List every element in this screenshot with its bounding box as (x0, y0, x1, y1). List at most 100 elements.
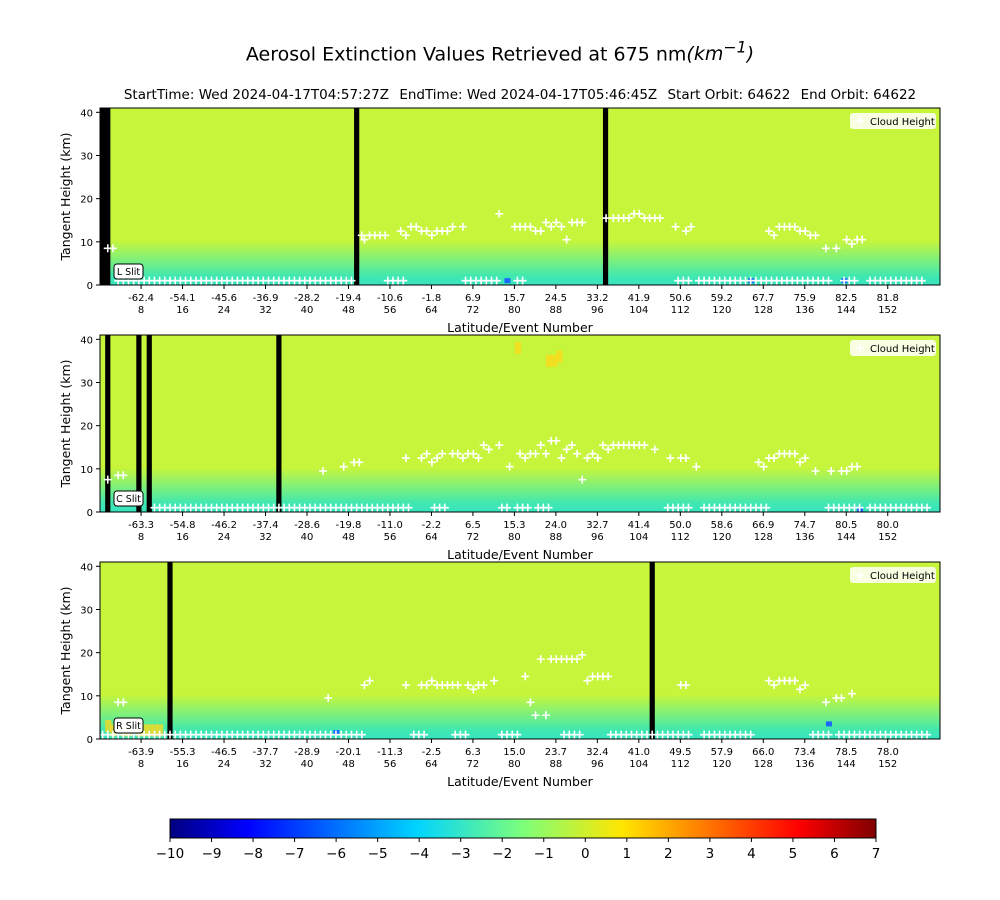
y-tick-label: 10 (80, 692, 93, 703)
cloud-marker-low (746, 730, 755, 739)
x-tick-event: 16 (176, 305, 189, 316)
x-tick-latitude: 78.5 (835, 747, 857, 758)
warm-cell (141, 724, 148, 737)
low-value-cell (825, 721, 832, 727)
x-tick-latitude: 66.0 (752, 747, 774, 758)
x-tick-latitude: -46.2 (211, 520, 237, 531)
cloud-marker (536, 441, 545, 450)
x-tick-latitude: 73.4 (794, 747, 816, 758)
cloud-marker-low (420, 730, 429, 739)
x-tick-latitude: 57.9 (711, 747, 733, 758)
end-time: EndTime: Wed 2024-04-17T05:46:45Z (399, 87, 658, 103)
heatmap-field (100, 562, 940, 739)
x-tick-event: 72 (467, 759, 480, 770)
cloud-marker (796, 685, 804, 694)
cloud-marker (801, 227, 810, 236)
cloud-marker (505, 462, 514, 471)
missing-data-bar (146, 335, 152, 512)
cloud-marker (578, 650, 587, 659)
warm-cell (110, 724, 117, 737)
x-tick-latitude: -11.0 (377, 520, 403, 531)
cloud-marker (355, 458, 364, 467)
x-tick-latitude: 6.5 (465, 520, 481, 531)
x-tick-event: 120 (712, 759, 731, 770)
cloud-marker (562, 235, 571, 244)
cloud-marker-low (399, 276, 408, 285)
cloud-marker-low (762, 503, 771, 512)
cloud-marker (427, 231, 436, 240)
colorbar-tick-label: 3 (706, 846, 715, 862)
x-tick-event: 136 (795, 305, 814, 316)
cloud-marker (324, 693, 333, 702)
x-tick-event: 152 (878, 759, 897, 770)
x-tick-event: 48 (342, 532, 355, 543)
cloud-marker (790, 676, 799, 685)
x-tick-latitude: 15.3 (503, 520, 525, 531)
cloud-marker (588, 449, 597, 458)
cloud-marker (401, 231, 410, 240)
end-orbit: End Orbit: 64622 (800, 87, 917, 103)
cloud-marker (583, 454, 592, 463)
cloud-marker (790, 222, 799, 231)
cloud-marker-low (923, 503, 932, 512)
x-tick-latitude: -1.8 (422, 293, 442, 304)
start-orbit: Start Orbit: 64622 (667, 87, 791, 103)
missing-data-bar (167, 562, 173, 739)
panel-frame (99, 107, 941, 286)
cloud-marker (427, 458, 436, 467)
x-tick-event: 152 (878, 305, 897, 316)
x-tick-event: 24 (218, 532, 231, 543)
colorbar-tick-label: −8 (243, 846, 263, 862)
x-tick-event: 40 (301, 305, 314, 316)
colorbar: −10 −9 −8 −7 −6 −5 −4 −3 −2 −1 0 1 2 3 4 5 6 7 (156, 818, 880, 862)
warm-cell (556, 350, 563, 363)
cloud-marker (583, 676, 592, 685)
cloud-marker (567, 441, 576, 450)
cloud-marker (635, 209, 644, 218)
missing-data-bar (276, 335, 282, 512)
y-tick-label: 20 (80, 195, 93, 206)
cloud-marker (842, 466, 851, 475)
x-tick-latitude: 49.5 (669, 747, 691, 758)
cloud-marker-low (850, 276, 859, 285)
x-tick-event: 112 (671, 532, 690, 543)
cloud-marker (801, 681, 810, 690)
cloud-marker (764, 227, 773, 236)
cloud-marker (842, 235, 851, 244)
y-tick-label: 20 (80, 422, 93, 433)
cloud-marker (593, 454, 602, 463)
x-tick-latitude: -46.5 (211, 747, 237, 758)
colorbar-tick-label: 4 (747, 846, 756, 862)
cloud-marker (847, 689, 856, 698)
x-tick-event: 64 (425, 305, 438, 316)
cloud-marker (578, 475, 587, 484)
x-tick-event: 152 (878, 532, 897, 543)
x-tick-event: 72 (467, 532, 480, 543)
warm-cell (146, 724, 153, 737)
legend-label: Cloud Height (870, 117, 935, 128)
cloud-marker (853, 462, 862, 471)
x-tick-event: 88 (550, 759, 563, 770)
x-tick-event: 80 (508, 532, 521, 543)
x-tick-event: 88 (550, 532, 563, 543)
cloud-marker (821, 244, 830, 253)
cloud-marker (656, 214, 664, 223)
cloud-marker-low (503, 503, 512, 512)
cloud-marker (827, 466, 836, 475)
chart-title-text: Aerosol Extinction Values Retrieved at 6… (245, 43, 687, 66)
cloud-marker-low (523, 503, 532, 512)
cloud-marker (531, 711, 540, 720)
cloud-marker (541, 449, 550, 458)
cloud-marker (438, 449, 447, 458)
x-tick-latitude: 33.2 (586, 293, 608, 304)
cloud-marker (821, 698, 830, 707)
x-tick-latitude: -63.9 (128, 747, 154, 758)
cloud-marker (422, 681, 431, 690)
x-tick-latitude: -2.2 (422, 520, 442, 531)
cloud-marker (801, 454, 810, 463)
x-tick-latitude: -19.4 (336, 293, 362, 304)
x-tick-latitude: 80.5 (835, 520, 857, 531)
cloud-marker (692, 462, 701, 471)
cloud-marker (119, 698, 128, 707)
